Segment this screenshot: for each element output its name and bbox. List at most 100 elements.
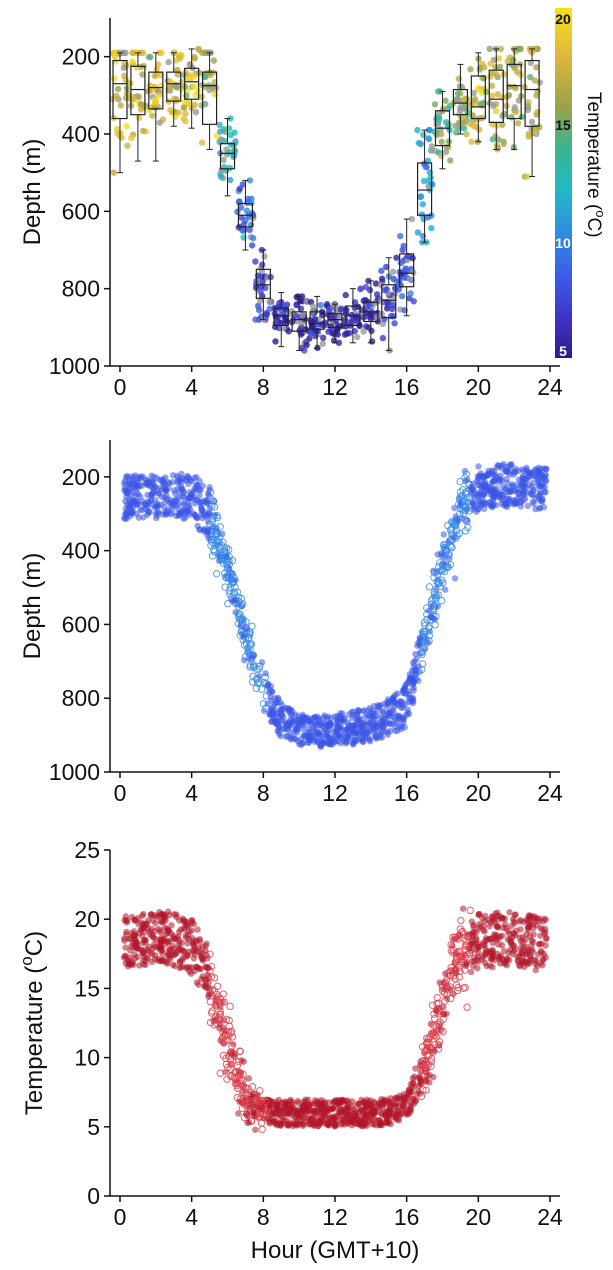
data-point xyxy=(539,957,547,964)
x-tick-label: 24 xyxy=(537,1204,563,1230)
data-point xyxy=(120,935,128,942)
data-point xyxy=(341,714,348,722)
panel3-axes: 0 4 8 12 16 20 24 0 5 10 15 20 25 xyxy=(74,837,563,1230)
data-point xyxy=(224,600,232,608)
data-point xyxy=(248,1082,257,1091)
data-point xyxy=(170,945,177,952)
data-point xyxy=(262,692,270,700)
data-point xyxy=(307,329,314,337)
data-point xyxy=(311,316,319,323)
data-point xyxy=(168,504,176,512)
data-point xyxy=(171,497,178,505)
data-point xyxy=(227,575,235,583)
data-point xyxy=(449,949,457,957)
data-point xyxy=(250,1090,257,1097)
data-point xyxy=(247,1105,254,1112)
data-point xyxy=(281,314,289,322)
data-point xyxy=(152,484,159,491)
data-point xyxy=(375,727,382,735)
data-point xyxy=(527,73,534,81)
data-point xyxy=(443,976,451,984)
data-point xyxy=(230,590,238,598)
data-point xyxy=(437,597,446,605)
data-point xyxy=(368,713,376,720)
data-point xyxy=(462,470,471,479)
data-point xyxy=(236,1069,245,1077)
data-point xyxy=(165,480,173,487)
data-point xyxy=(404,706,411,713)
data-point xyxy=(479,939,487,946)
data-point xyxy=(489,504,496,511)
data-point xyxy=(508,114,515,121)
data-point xyxy=(319,334,327,342)
data-point xyxy=(123,928,130,936)
data-point xyxy=(362,283,370,291)
data-point xyxy=(337,710,344,717)
data-point xyxy=(367,311,374,318)
data-point xyxy=(309,1100,316,1108)
data-point xyxy=(514,481,522,488)
data-point xyxy=(256,672,263,680)
data-point xyxy=(244,195,252,203)
data-point xyxy=(220,547,229,555)
temperature-points xyxy=(120,905,550,1133)
data-point xyxy=(524,946,532,954)
data-point xyxy=(503,503,511,511)
data-point xyxy=(448,536,457,544)
data-point xyxy=(388,305,396,313)
data-point xyxy=(425,1051,433,1059)
data-point xyxy=(131,932,139,939)
data-point xyxy=(181,99,189,106)
data-point xyxy=(533,922,541,929)
data-point xyxy=(133,64,141,71)
data-point xyxy=(238,1104,246,1113)
data-point xyxy=(157,944,164,952)
data-point xyxy=(233,1084,242,1092)
data-point xyxy=(111,49,118,56)
data-point xyxy=(114,85,122,93)
data-point xyxy=(139,939,146,947)
data-point xyxy=(184,75,191,82)
data-point xyxy=(246,642,254,650)
data-point xyxy=(398,725,405,733)
data-point xyxy=(530,931,537,938)
data-point xyxy=(194,926,201,933)
data-point xyxy=(531,913,538,920)
box-22 xyxy=(506,63,522,120)
panel3-y-axis-title: Temperature (oC) xyxy=(17,931,48,1115)
data-point xyxy=(461,473,469,482)
data-point xyxy=(245,1075,253,1082)
data-point xyxy=(252,316,259,323)
data-point xyxy=(483,88,490,96)
depth-temperature-points xyxy=(109,45,544,354)
data-point xyxy=(404,679,411,686)
data-point xyxy=(414,229,422,236)
data-point xyxy=(240,220,248,228)
data-point xyxy=(126,80,134,87)
data-point xyxy=(182,110,189,117)
data-point xyxy=(162,486,170,493)
data-point xyxy=(122,916,130,924)
data-point xyxy=(313,1115,320,1123)
data-point xyxy=(421,621,429,630)
data-point xyxy=(509,915,517,923)
data-point xyxy=(474,965,481,972)
data-point xyxy=(271,1110,279,1118)
data-point xyxy=(475,475,482,483)
box-9 xyxy=(273,307,289,326)
data-point xyxy=(237,627,246,636)
data-point xyxy=(449,933,457,942)
data-point xyxy=(407,290,414,297)
data-point xyxy=(198,954,206,962)
data-point xyxy=(250,1112,257,1120)
data-point xyxy=(134,945,142,952)
x-tick-label: 4 xyxy=(185,374,198,400)
data-point xyxy=(110,169,117,176)
data-point xyxy=(400,719,407,727)
data-point xyxy=(165,928,173,935)
data-point xyxy=(193,979,201,986)
data-point xyxy=(232,609,239,616)
data-point xyxy=(362,1100,370,1108)
data-point xyxy=(455,75,463,82)
data-point xyxy=(490,918,498,925)
